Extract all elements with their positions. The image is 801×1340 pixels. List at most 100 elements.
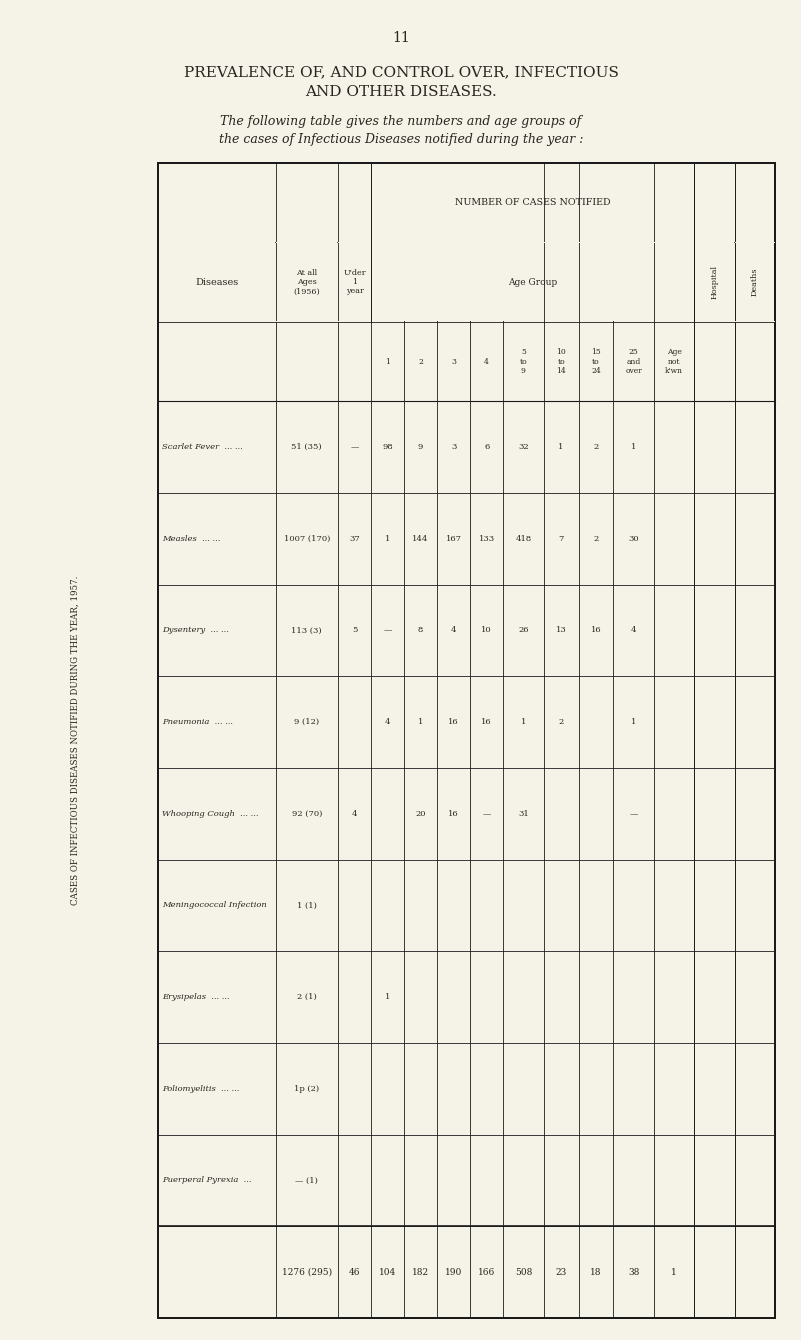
Text: 3: 3	[451, 358, 456, 366]
Text: 4: 4	[485, 358, 489, 366]
Text: 418: 418	[515, 535, 532, 543]
Text: 23: 23	[555, 1268, 566, 1277]
Text: PREVALENCE OF, AND CONTROL OVER, INFECTIOUS: PREVALENCE OF, AND CONTROL OVER, INFECTI…	[183, 66, 618, 79]
Text: 1p (2): 1p (2)	[294, 1085, 320, 1093]
Text: 1276 (295): 1276 (295)	[282, 1268, 332, 1277]
Text: 2 (1): 2 (1)	[297, 993, 316, 1001]
Text: 1: 1	[384, 993, 390, 1001]
Text: 20: 20	[416, 809, 426, 817]
Bar	[503, 243, 504, 322]
Text: Puerperal Pyrexia  ...: Puerperal Pyrexia ...	[162, 1177, 252, 1185]
Bar	[404, 243, 405, 322]
Text: 2: 2	[594, 535, 598, 543]
Text: 508: 508	[515, 1268, 532, 1277]
Text: 133: 133	[479, 535, 495, 543]
Text: 6: 6	[484, 444, 489, 452]
Bar	[578, 243, 579, 322]
Text: 5
to
9: 5 to 9	[520, 348, 527, 375]
Text: 1 (1): 1 (1)	[297, 902, 316, 910]
Text: 7: 7	[558, 535, 564, 543]
Text: 37: 37	[349, 535, 360, 543]
Text: 1: 1	[631, 718, 636, 726]
Text: 32: 32	[518, 444, 529, 452]
Text: 3: 3	[451, 444, 457, 452]
Text: 13: 13	[556, 627, 566, 635]
Text: —: —	[384, 627, 392, 635]
Text: Measles  ... ...: Measles ... ...	[162, 535, 220, 543]
Text: 4: 4	[451, 627, 457, 635]
Text: U'der
1
year: U'der 1 year	[343, 269, 366, 295]
Text: 16: 16	[590, 627, 602, 635]
Text: 38: 38	[628, 1268, 639, 1277]
Text: 30: 30	[628, 535, 639, 543]
Bar	[543, 243, 544, 322]
Text: 1: 1	[418, 718, 423, 726]
Text: 15
to
24: 15 to 24	[591, 348, 601, 375]
Text: NUMBER OF CASES NOTIFIED: NUMBER OF CASES NOTIFIED	[455, 198, 610, 208]
Text: 18: 18	[590, 1268, 602, 1277]
Text: 10
to
14: 10 to 14	[556, 348, 566, 375]
Text: 167: 167	[445, 535, 461, 543]
Bar	[404, 163, 405, 243]
Text: Dysentery  ... ...: Dysentery ... ...	[162, 627, 229, 635]
Text: 4: 4	[352, 809, 357, 817]
Text: 8: 8	[418, 627, 423, 635]
Text: Whooping Cough  ... ...: Whooping Cough ... ...	[162, 809, 259, 817]
Text: 1007 (170): 1007 (170)	[284, 535, 330, 543]
Text: 1: 1	[631, 444, 636, 452]
Text: 5: 5	[352, 627, 357, 635]
Text: Meningococcal Infection: Meningococcal Infection	[162, 902, 267, 910]
Text: 9 (12): 9 (12)	[294, 718, 320, 726]
Text: Age
not
k'wn: Age not k'wn	[665, 348, 683, 375]
Text: 113 (3): 113 (3)	[292, 627, 322, 635]
Text: The following table gives the numbers and age groups of: The following table gives the numbers an…	[220, 115, 582, 129]
Text: —: —	[482, 809, 491, 817]
Bar	[543, 163, 544, 243]
Text: 31: 31	[518, 809, 529, 817]
Text: 98: 98	[382, 444, 393, 452]
Text: Hospital: Hospital	[710, 265, 718, 299]
Text: Erysipelas  ... ...: Erysipelas ... ...	[162, 993, 230, 1001]
Text: 10: 10	[481, 627, 492, 635]
Text: 190: 190	[445, 1268, 462, 1277]
Text: 1: 1	[384, 535, 390, 543]
Bar	[578, 163, 579, 243]
Text: 144: 144	[413, 535, 429, 543]
Text: 2: 2	[418, 358, 423, 366]
Text: 11: 11	[392, 31, 410, 46]
Text: 16: 16	[449, 809, 459, 817]
Text: 25
and
over: 25 and over	[626, 348, 642, 375]
Bar	[613, 163, 614, 243]
Text: Deaths: Deaths	[751, 268, 759, 296]
Bar	[469, 243, 471, 322]
Text: 26: 26	[518, 627, 529, 635]
Text: 2: 2	[594, 444, 598, 452]
Text: 16: 16	[449, 718, 459, 726]
Text: 4: 4	[631, 627, 636, 635]
Text: 2: 2	[558, 718, 564, 726]
Text: AND OTHER DISEASES.: AND OTHER DISEASES.	[305, 84, 497, 99]
Text: Poliomyelitis  ... ...: Poliomyelitis ... ...	[162, 1085, 239, 1093]
Text: —: —	[350, 444, 359, 452]
Bar	[613, 243, 614, 322]
Text: 1: 1	[671, 1268, 677, 1277]
Text: —: —	[630, 809, 638, 817]
Text: At all
Ages
(1956): At all Ages (1956)	[293, 269, 320, 295]
Bar	[469, 163, 471, 243]
Text: 166: 166	[478, 1268, 495, 1277]
Text: the cases of Infectious Diseases notified during the year :: the cases of Infectious Diseases notifie…	[219, 134, 583, 146]
Text: Pneumonia  ... ...: Pneumonia ... ...	[162, 718, 233, 726]
Text: — (1): — (1)	[296, 1177, 318, 1185]
Text: CASES OF INFECTIOUS DISEASES NOTIFIED DURING THE YEAR, 1957.: CASES OF INFECTIOUS DISEASES NOTIFIED DU…	[70, 576, 79, 906]
Text: 1: 1	[558, 444, 564, 452]
Text: 1: 1	[385, 358, 390, 366]
Text: 1: 1	[521, 718, 526, 726]
Text: 182: 182	[412, 1268, 429, 1277]
Text: 51 (35): 51 (35)	[292, 444, 322, 452]
Text: 92 (70): 92 (70)	[292, 809, 322, 817]
Text: Scarlet Fever  ... ...: Scarlet Fever ... ...	[162, 444, 243, 452]
Text: 4: 4	[384, 718, 390, 726]
Text: Diseases: Diseases	[195, 277, 239, 287]
Text: 9: 9	[418, 444, 423, 452]
Bar	[503, 163, 504, 243]
